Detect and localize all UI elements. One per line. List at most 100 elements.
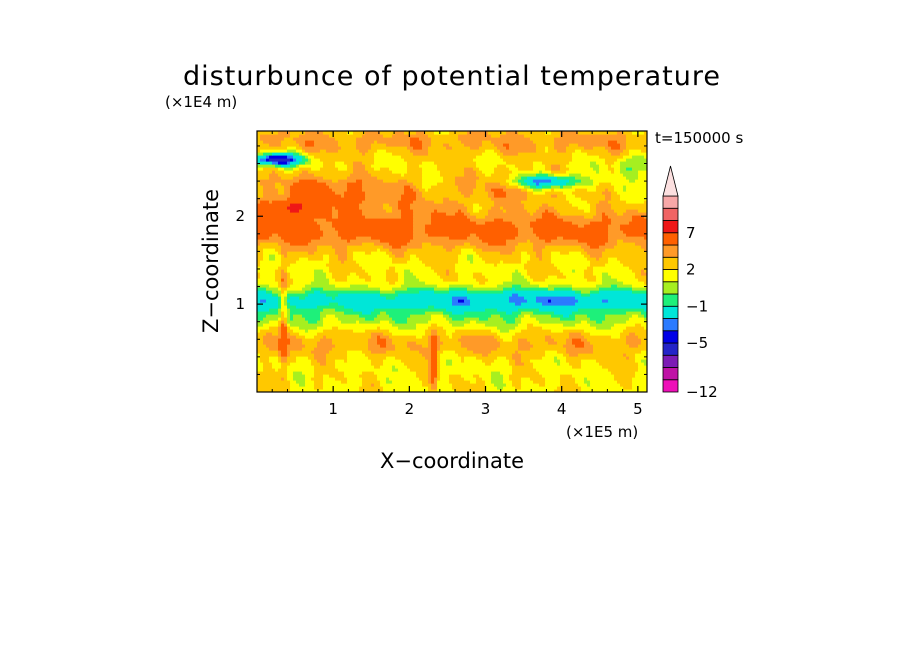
contour-cell: [581, 197, 606, 201]
contour-cell: [551, 239, 579, 243]
contour-cell: [455, 266, 525, 270]
contour-cell: [467, 287, 504, 291]
contour-cell: [257, 341, 264, 345]
contour-cell: [338, 368, 393, 372]
contour-cell: [278, 293, 282, 297]
contour-cell: [323, 335, 327, 339]
contour-cell: [473, 191, 489, 195]
contour-cell: [479, 236, 516, 240]
contour-cell: [503, 143, 510, 147]
contour-cell: [533, 344, 564, 348]
contour-cell: [272, 170, 276, 174]
contour-cell: [263, 341, 279, 345]
contour-cell: [422, 143, 432, 147]
contour-cell: [380, 248, 390, 252]
contour-cell: [317, 359, 327, 363]
contour-cell: [623, 212, 647, 216]
contour-cell: [257, 182, 261, 186]
contour-cell: [485, 185, 507, 189]
contour-cell: [290, 131, 306, 135]
contour-cell: [500, 344, 519, 348]
contour-cell: [491, 350, 516, 354]
contour-cell: [509, 329, 522, 333]
contour-cell: [542, 302, 576, 306]
contour-cell: [311, 167, 321, 171]
contour-cell: [257, 350, 279, 354]
contour-cell: [458, 257, 468, 261]
contour-cell: [464, 212, 471, 216]
contour-cell: [431, 335, 438, 339]
contour-cell: [260, 359, 270, 363]
contour-cell: [293, 167, 300, 171]
contour-cell: [257, 173, 270, 177]
contour-cell: [353, 131, 366, 135]
contour-cell: [554, 359, 561, 363]
contour-cell: [299, 143, 306, 147]
contour-cell: [593, 269, 633, 273]
contour-cell: [581, 359, 597, 363]
contour-cell: [548, 287, 555, 291]
contour-cell: [263, 191, 279, 195]
contour-cell: [401, 245, 423, 249]
contour-cell: [446, 329, 456, 333]
contour-cell: [584, 344, 594, 348]
contour-cell: [380, 287, 393, 291]
contour-cell: [524, 179, 534, 183]
contour-cell: [278, 368, 288, 372]
contour-cell: [545, 245, 582, 249]
contour-cell: [344, 194, 366, 198]
contour-cell: [371, 275, 387, 279]
contour-cell: [536, 296, 576, 300]
contour-cell: [599, 290, 633, 294]
contour-cell: [560, 362, 570, 366]
contour-cell: [560, 212, 597, 216]
contour-cell: [257, 248, 264, 252]
contour-cell: [407, 146, 414, 150]
contour-cell: [593, 350, 642, 354]
contour-cell: [260, 182, 276, 186]
contour-cell: [578, 239, 609, 243]
contour-cell: [509, 176, 516, 180]
contour-cell: [278, 341, 291, 345]
contour-cell: [608, 200, 627, 204]
contour-cell: [422, 185, 432, 189]
contour-cell: [458, 275, 474, 279]
contour-cell: [305, 140, 315, 144]
contour-cell: [584, 269, 594, 273]
contour-cell: [380, 365, 393, 369]
contour-cell: [512, 278, 528, 282]
contour-cell: [458, 260, 471, 264]
contour-cell: [530, 239, 546, 243]
contour-cell: [257, 299, 261, 303]
contour-cell: [275, 254, 282, 258]
contour-cell: [341, 236, 357, 240]
contour-cell: [566, 359, 582, 363]
contour-cell: [356, 146, 372, 150]
contour-cell: [293, 281, 312, 285]
contour-cell: [587, 152, 612, 156]
contour-cell: [257, 230, 324, 234]
contour-cell: [326, 275, 333, 279]
contour-cell: [362, 152, 366, 156]
contour-cell: [293, 278, 315, 282]
contour-cell: [533, 161, 543, 165]
contour-cell: [278, 299, 282, 303]
contour-cell: [269, 257, 276, 261]
contour-cell: [509, 143, 537, 147]
contour-cell: [281, 284, 288, 288]
contour-cell: [608, 227, 621, 231]
contour-cell: [575, 188, 588, 192]
contour-cell: [389, 314, 411, 318]
contour-cell: [257, 215, 333, 219]
contour-cell: [257, 266, 279, 270]
contour-cell: [560, 164, 567, 168]
contour-cell: [620, 194, 647, 198]
contour-cell: [557, 266, 588, 270]
contour-cell: [437, 362, 441, 366]
contour-cell: [389, 281, 396, 285]
contour-cell: [392, 341, 408, 345]
contour-cell: [575, 182, 594, 186]
contour-cell: [587, 377, 615, 381]
contour-cell: [290, 389, 360, 392]
colorbar: 72−1−5−12: [662, 165, 718, 401]
